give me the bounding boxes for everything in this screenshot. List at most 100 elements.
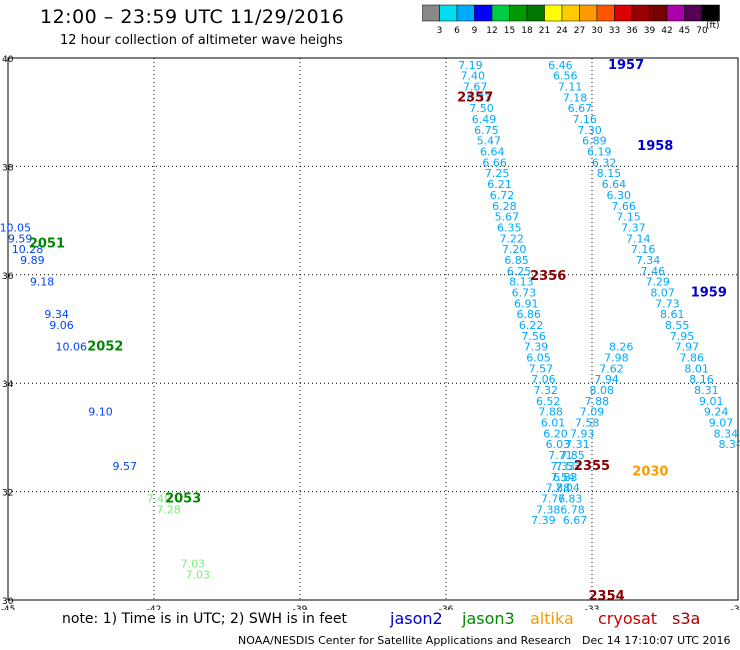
color-scale-unit: (ft) (706, 21, 720, 31)
wave-height-label: 9.89 (20, 254, 45, 267)
chart-title: 12:00 – 23:59 UTC 11/29/2016 (40, 6, 345, 28)
color-scale-tick: 15 (504, 26, 515, 36)
y-tick-label: 36 (2, 272, 14, 282)
wave-height-label: 7.39 (531, 514, 556, 527)
wave-height-label: 8.31 (694, 384, 719, 397)
x-tick-label: -33 (585, 605, 600, 610)
pass-time-label: 2053 (165, 491, 201, 506)
wave-height-label: 10.05 (0, 221, 31, 234)
wave-height-label: 8.16 (689, 373, 714, 386)
wave-height-label: 7.58 (575, 417, 600, 430)
wave-height-label: 9.10 (88, 406, 113, 419)
legend-altika: altika (530, 609, 574, 628)
wave-height-label: 7.16 (631, 243, 656, 256)
x-tick-label: -30 (731, 605, 740, 610)
color-scale-tick: 39 (644, 26, 656, 36)
pass-time-label: 2051 (29, 237, 65, 252)
wave-height-label: 7.88 (546, 482, 571, 495)
color-scale-tick: 42 (661, 26, 672, 36)
footnote: note: 1) Time is in UTC; 2) SWH is in fe… (62, 611, 348, 627)
wave-height-label: 6.30 (607, 189, 632, 202)
wave-height-label: 7.20 (502, 243, 527, 256)
color-scale-tick: 36 (626, 26, 638, 36)
wave-height-label: 6.86 (516, 308, 541, 321)
wave-height-label: 7.31 (565, 438, 590, 451)
wave-height-label: 9.34 (44, 308, 69, 321)
wave-height-label: 7.88 (585, 395, 610, 408)
wave-height-label: 7.28 (156, 503, 181, 516)
color-scale-tick: 12 (486, 26, 497, 36)
wave-height-label: 7.09 (580, 406, 605, 419)
wave-height-label: 6.35 (497, 221, 522, 234)
pass-time-label: 1957 (608, 58, 644, 73)
wave-height-label: 7.50 (469, 102, 494, 115)
color-scale-tick: 18 (521, 26, 533, 36)
wave-height-label: 7.38 (536, 503, 561, 516)
wave-height-label: 7.39 (524, 341, 549, 354)
wave-height-label: 7.73 (655, 297, 680, 310)
color-scale-tick: 70 (696, 26, 708, 36)
wave-height-label: 8.01 (684, 362, 709, 375)
x-tick-label: -39 (293, 605, 308, 610)
y-tick-label: 38 (2, 163, 14, 173)
wave-height-label: 7.83 (558, 492, 583, 505)
wave-height-label: 6.67 (568, 102, 593, 115)
wave-height-label: 7.37 (621, 221, 646, 234)
wave-height-label: 7.32 (534, 384, 559, 397)
x-tick-label: -45 (1, 605, 16, 610)
wave-height-label: 7.62 (599, 362, 624, 375)
x-tick-label: -42 (147, 605, 162, 610)
wave-height-label: 6.85 (504, 254, 529, 267)
wave-height-label: 7.71 (548, 449, 573, 462)
chart-subtitle: 12 hour collection of altimeter wave hei… (60, 33, 343, 48)
wave-height-label: 7.94 (594, 373, 619, 386)
wave-height-label: 7.14 (626, 232, 651, 245)
wave-height-label: 6.78 (560, 503, 585, 516)
color-scale-tick: 33 (609, 26, 620, 36)
wave-height-label: 7.76 (541, 492, 566, 505)
wave-height-label: 7.30 (577, 124, 602, 137)
wave-height-label: 6.03 (546, 438, 571, 451)
wave-height-label: 7.46 (641, 265, 666, 278)
wave-height-label: 6.64 (480, 146, 505, 159)
wave-height-label: 8.34 (718, 438, 740, 451)
wave-height-label: 6.56 (553, 70, 578, 83)
wave-height-label: 7.18 (563, 91, 588, 104)
wave-height-label: 6.72 (490, 189, 515, 202)
wave-height-label: 7.86 (680, 352, 705, 365)
wave-height-label: 7.29 (645, 276, 670, 289)
wave-height-label: 5.47 (477, 135, 502, 148)
wave-height-label: 8.26 (609, 341, 634, 354)
wave-height-label: 7.49 (147, 492, 172, 505)
wave-height-label: 7.95 (670, 330, 695, 343)
wave-height-label: 6.19 (587, 146, 612, 159)
plot-frame (7, 57, 739, 601)
legend-jason3: jason3 (462, 609, 515, 628)
pass-time-label: 2354 (589, 589, 625, 604)
color-scale-swatch (701, 4, 720, 22)
wave-height-label: 6.21 (487, 178, 512, 191)
pass-time-label: 2355 (574, 459, 610, 474)
pass-time-label: 2052 (87, 340, 123, 355)
wave-height-label: 7.33 (551, 460, 576, 473)
wave-height-label: 8.08 (589, 384, 614, 397)
wave-height-label: 7.11 (558, 81, 583, 94)
color-scale-tick: 27 (574, 26, 585, 36)
wave-height-label: 6.67 (563, 514, 588, 527)
wave-height-label: 7.66 (611, 200, 636, 213)
pass-time-label: 1959 (691, 285, 727, 300)
legend-jason2: jason2 (390, 609, 443, 628)
y-tick-label: 40 (2, 55, 14, 65)
y-tick-label: 32 (2, 489, 13, 499)
wave-height-label: 9.57 (113, 460, 138, 473)
wave-height-label: 6.46 (548, 59, 573, 72)
wave-height-label: 7.54 (551, 471, 576, 484)
y-tick-label: 34 (2, 380, 14, 390)
wave-height-label: 7.57 (529, 362, 554, 375)
wave-height-label: 6.01 (541, 417, 566, 430)
wave-height-label: 7.53 (555, 460, 580, 473)
wave-height-label: 7.03 (181, 557, 206, 570)
legend-cryosat: cryosat (598, 609, 658, 628)
wave-height-label: 6.89 (582, 135, 607, 148)
wave-height-label: 6.33 (467, 91, 492, 104)
